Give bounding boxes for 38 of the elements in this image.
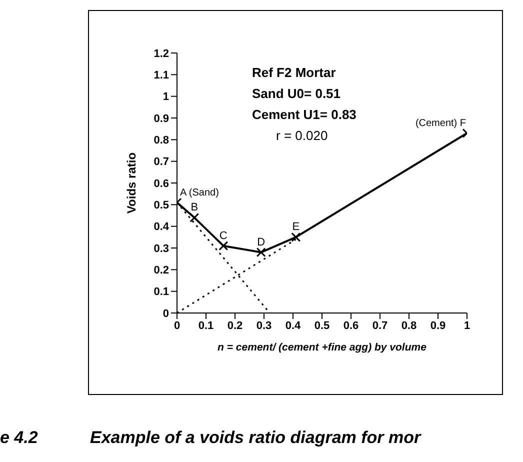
x-tick-label: 0.7 — [372, 320, 388, 332]
annotation: Ref F2 Mortar — [252, 65, 336, 80]
y-tick-label: 0.3 — [154, 242, 169, 255]
y-tick-label: 0.9 — [154, 112, 169, 125]
y-tick-label: 0.5 — [154, 200, 169, 212]
y-tick-label: 0.1 — [154, 286, 169, 298]
x-tick-label: 0.8 — [401, 320, 417, 332]
x-tick-label: 0.5 — [314, 320, 330, 332]
annotation: r = 0.020 — [276, 128, 328, 143]
x-tick-label: 0.2 — [227, 320, 243, 332]
annotation: C — [219, 230, 228, 242]
y-axis-title: Voids ratio — [124, 152, 138, 214]
annotation: (Cement) F — [415, 118, 466, 130]
annotation: Cement U1= 0.83 — [252, 107, 356, 122]
x-tick-label: 0.9 — [430, 320, 446, 332]
annotation: A (Sand) — [180, 188, 219, 198]
annotation: B — [190, 202, 198, 214]
annotation: Sand U0= 0.51 — [252, 86, 341, 101]
x-tick-label: 0 — [174, 320, 180, 332]
y-tick-label: 0.7 — [154, 156, 169, 168]
y-tick-label: 0.8 — [154, 134, 169, 147]
x-tick-label: 0.4 — [285, 320, 302, 332]
text: e 4.2 — [0, 428, 38, 448]
annotation: E — [292, 221, 300, 234]
x-tick-label: 0.6 — [343, 320, 359, 332]
annotation: D — [257, 236, 266, 248]
y-tick-label: 1.2 — [154, 48, 169, 60]
x-tick-label: 0.1 — [198, 320, 214, 332]
y-tick-label: 0.2 — [154, 264, 169, 277]
y-tick-label: 0.6 — [154, 178, 169, 190]
y-tick-label: 1 — [162, 91, 169, 104]
x-axis-title: n = cement/ (cement +fine agg) by volume — [218, 341, 427, 354]
x-tick-label: 0.3 — [256, 320, 272, 332]
text: Example of a voids ratio diagram for mor — [90, 428, 421, 448]
y-tick-label: 1.1 — [154, 70, 169, 82]
x-tick-label: 1 — [464, 320, 470, 332]
y-tick-label: 0.4 — [154, 221, 170, 234]
y-tick-label: 0 — [162, 308, 169, 320]
